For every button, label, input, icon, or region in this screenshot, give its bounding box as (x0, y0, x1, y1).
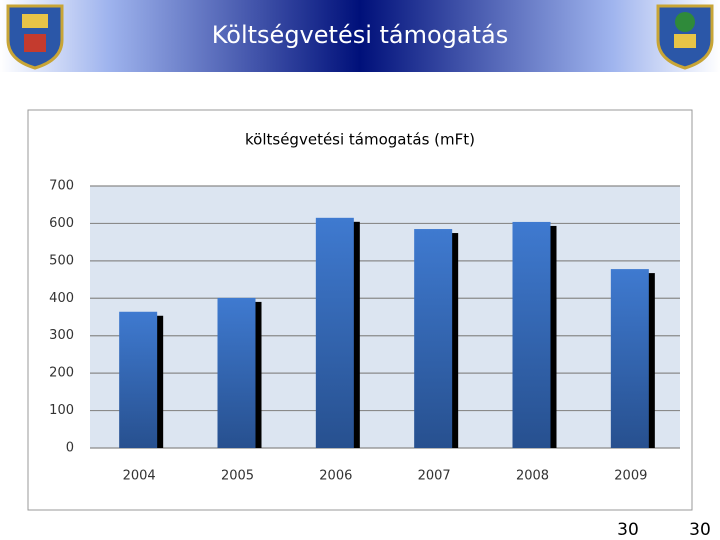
x-tick-label: 2004 (123, 469, 156, 484)
bar (414, 229, 453, 448)
x-tick-label: 2006 (319, 469, 352, 484)
bar (119, 311, 158, 448)
x-tick-label: 2008 (516, 469, 549, 484)
bar (315, 217, 354, 448)
bar (217, 297, 256, 448)
y-tick-label: 600 (49, 216, 74, 231)
page-number: 30 (617, 520, 639, 540)
slide-title: Költségvetési támogatás (212, 21, 509, 49)
slide-number: 30 (689, 520, 711, 540)
x-tick-label: 2009 (614, 469, 647, 484)
y-tick-label: 100 (49, 403, 74, 418)
y-tick-label: 0 (66, 441, 74, 456)
y-tick-label: 700 (49, 179, 74, 194)
y-tick-label: 300 (49, 328, 74, 343)
logo-right (656, 4, 714, 70)
y-tick-label: 400 (49, 291, 74, 306)
chart-title: költségvetési támogatás (mFt) (245, 131, 475, 149)
y-tick-label: 200 (49, 366, 74, 381)
x-tick-label: 2005 (221, 469, 254, 484)
plot-area (90, 186, 680, 448)
logo-left (6, 4, 64, 70)
bar (610, 269, 649, 448)
bar (512, 221, 551, 448)
x-tick-label: 2007 (418, 469, 451, 484)
header-band (0, 0, 720, 72)
y-tick-label: 500 (49, 253, 74, 268)
